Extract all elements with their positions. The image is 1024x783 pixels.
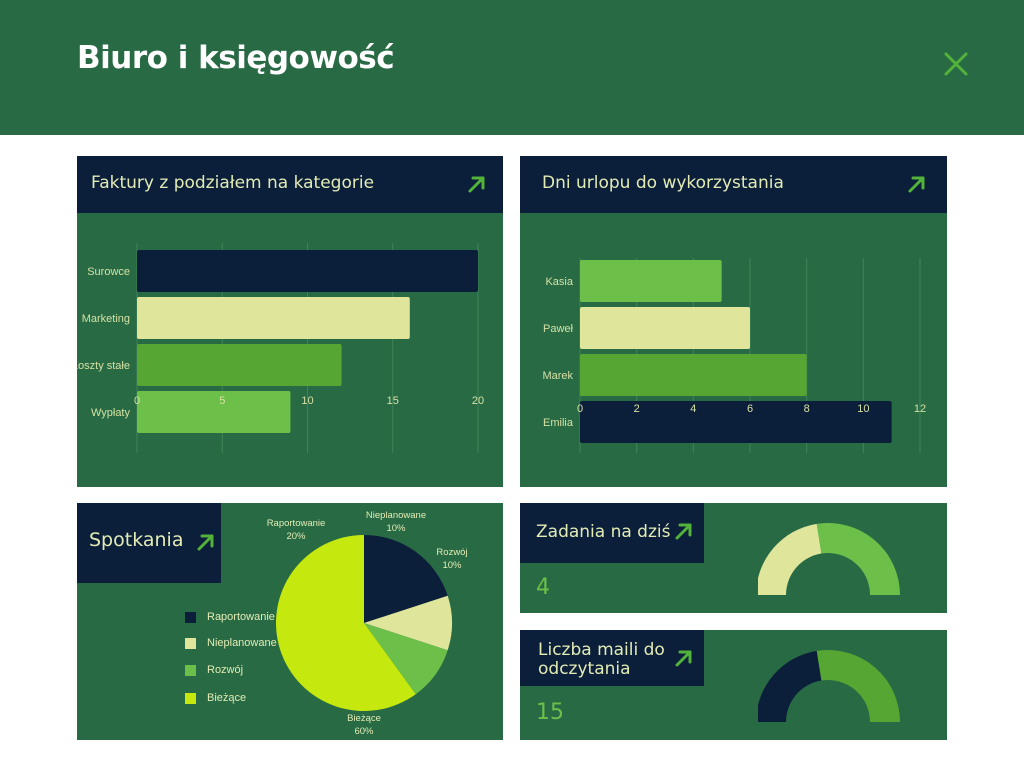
bar	[137, 297, 410, 339]
category-label: Marketing	[82, 313, 130, 325]
legend-swatch	[185, 612, 196, 623]
bar	[580, 354, 807, 396]
emails-gauge	[758, 650, 900, 722]
tick-label: 12	[914, 403, 926, 415]
tick-label: 2	[634, 403, 640, 415]
slice-value-label: 60%	[354, 726, 374, 737]
tasks-count: 4	[536, 575, 550, 600]
gauge-filled-arc	[816, 523, 900, 595]
gauge-filled-arc	[816, 650, 900, 722]
page-title: Biuro i księgowość	[77, 40, 395, 76]
slice-name-label: Rozwój	[436, 547, 467, 558]
bar	[580, 260, 722, 302]
bar	[137, 250, 478, 292]
tick-label: 0	[577, 403, 583, 415]
category-label: Wypłaty	[91, 407, 131, 419]
gauge-remaining-arc	[758, 523, 822, 595]
bar	[137, 344, 342, 386]
tick-label: 15	[387, 395, 399, 407]
close-button[interactable]	[940, 48, 972, 80]
slice-value-label: 20%	[286, 531, 306, 542]
emails-panel: Liczba maili do odczytania 15	[520, 630, 947, 740]
category-label: Koszty stałe	[77, 360, 130, 372]
category-label: Paweł	[543, 323, 574, 335]
category-label: Marek	[542, 370, 573, 382]
invoices-title: Faktury z podziałem na kategorie	[91, 173, 375, 193]
tick-label: 10	[301, 395, 313, 407]
vacation-panel-header: Dni urlopu do wykorzystania	[520, 156, 947, 213]
bar	[580, 401, 892, 443]
emails-title-line1: Liczba maili do	[538, 640, 665, 660]
legend-label: Nieplanowane	[207, 637, 277, 649]
vacation-panel: Dni urlopu do wykorzystania Kasia Paweł Ma…	[520, 156, 947, 487]
tick-label: 20	[472, 395, 484, 407]
emails-title-line2: odczytania	[538, 659, 631, 679]
pie-slice	[364, 535, 448, 623]
invoices-panel: Faktury z podziałem na kategorie Surowce…	[77, 156, 503, 487]
legend-swatch	[185, 693, 196, 704]
legend-label: Rozwój	[207, 664, 244, 676]
tick-label: 0	[134, 395, 140, 407]
expand-arrow-icon[interactable]	[673, 647, 695, 669]
pie-slice	[364, 595, 452, 651]
page-header: Biuro i księgowość	[0, 0, 1024, 135]
meetings-pie-chart: Raportowanie 20% Nieplanowane 10% Rozwój 10% B…	[267, 510, 468, 737]
emails-count: 15	[536, 700, 564, 725]
expand-arrow-icon[interactable]	[466, 173, 488, 195]
meetings-panel-header: Spotkania	[77, 503, 221, 583]
category-label: Emilia	[543, 417, 574, 429]
expand-arrow-icon[interactable]	[673, 520, 695, 542]
category-label: Surowce	[87, 266, 130, 278]
meetings-panel: Spotkania Raportowanie Nieplanowane Rozw…	[77, 503, 503, 740]
pie-slice	[364, 623, 448, 695]
tick-label: 5	[219, 395, 225, 407]
close-icon	[944, 52, 968, 76]
tick-label: 4	[690, 403, 696, 415]
expand-arrow-icon[interactable]	[195, 531, 217, 553]
legend-swatch	[185, 638, 196, 649]
pie-slice	[276, 535, 416, 711]
tasks-panel-header: Zadania na dziś	[520, 503, 704, 563]
bar	[137, 391, 291, 433]
slice-value-label: 10%	[386, 523, 406, 534]
tick-label: 8	[804, 403, 810, 415]
tick-label: 10	[857, 403, 869, 415]
emails-panel-header: Liczba maili do odczytania	[520, 630, 704, 686]
tasks-title: Zadania na dziś	[536, 522, 671, 542]
bar	[580, 307, 750, 349]
tasks-panel: Zadania na dziś 4	[520, 503, 947, 613]
legend-label: Bieżące	[207, 692, 247, 704]
invoices-panel-header: Faktury z podziałem na kategorie	[77, 156, 503, 213]
legend-label: Raportowanie	[207, 611, 275, 623]
slice-name-label: Bieżące	[347, 713, 381, 724]
expand-arrow-icon[interactable]	[906, 173, 928, 195]
vacation-title: Dni urlopu do wykorzystania	[542, 173, 784, 193]
slice-name-label: Nieplanowane	[366, 510, 426, 521]
legend-swatch	[185, 665, 196, 676]
slice-value-label: 10%	[442, 560, 462, 571]
meetings-title: Spotkania	[89, 529, 184, 551]
gauge-remaining-arc	[758, 650, 822, 722]
tick-label: 6	[747, 403, 753, 415]
tasks-gauge	[758, 523, 900, 595]
slice-name-label: Raportowanie	[267, 518, 326, 529]
category-label: Kasia	[545, 276, 573, 288]
